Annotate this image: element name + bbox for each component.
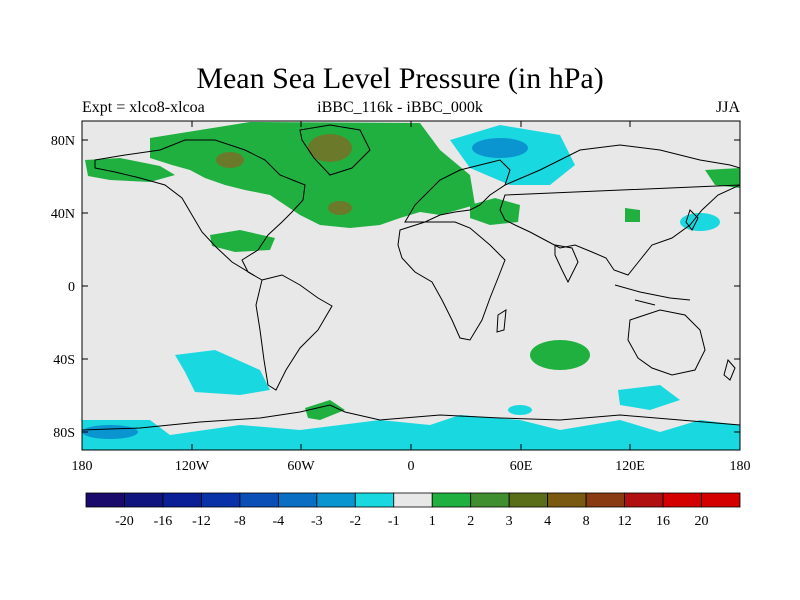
colorbar-label: 20 bbox=[695, 514, 709, 529]
colorbar-box bbox=[547, 492, 587, 508]
strong-positive-regions bbox=[216, 134, 352, 215]
south-america-coastline bbox=[255, 274, 333, 391]
colorbar-label: 1 bbox=[429, 514, 436, 529]
greenland-strong-positive bbox=[308, 134, 352, 162]
colorbar-box bbox=[393, 492, 433, 508]
europe-coastline bbox=[404, 159, 511, 223]
antarctica-negative-band bbox=[82, 415, 740, 450]
positive-anomaly-regions bbox=[85, 122, 740, 447]
colorbar-label: -2 bbox=[349, 514, 361, 529]
colorbar-boxes bbox=[85, 492, 741, 508]
north-pacific-positive-region bbox=[85, 158, 175, 182]
greenland-coastline bbox=[299, 124, 371, 176]
lon-label-120e: 120E bbox=[615, 459, 645, 474]
colorbar-label: -12 bbox=[192, 514, 211, 529]
indonesia-coastline bbox=[614, 284, 691, 306]
madagascar-coastline bbox=[496, 309, 507, 333]
colorbar-box bbox=[470, 492, 510, 508]
colorbar-label: -8 bbox=[234, 514, 246, 529]
colorbar-box bbox=[354, 492, 395, 508]
experiment-label: Expt = xlco8-xlcoa bbox=[82, 99, 205, 116]
colorbar-label: -4 bbox=[273, 514, 285, 529]
longitude-axis: 180 120W 60W 0 60E 120E 180 bbox=[72, 121, 751, 474]
colorbar-label: 2 bbox=[467, 514, 474, 529]
season-label: JJA bbox=[715, 99, 740, 116]
atlantic-strong-positive bbox=[328, 201, 352, 215]
lon-label-0: 0 bbox=[408, 459, 415, 474]
mediterranean-positive-region bbox=[470, 198, 520, 225]
colorbar-box bbox=[277, 492, 318, 508]
south-indian-ocean-positive-region bbox=[530, 340, 590, 370]
colorbar-label: 8 bbox=[583, 514, 590, 529]
north-america-coastline bbox=[94, 139, 306, 281]
lon-label-180e: 180 bbox=[730, 459, 751, 474]
arctic-strong-negative bbox=[472, 138, 528, 158]
colorbar-box bbox=[162, 492, 202, 508]
north-atlantic-positive-region bbox=[150, 122, 475, 228]
lat-label-40s: 40S bbox=[53, 353, 75, 368]
south-pacific-negative-region bbox=[175, 350, 270, 395]
colorbar-box bbox=[662, 492, 702, 508]
southern-ocean-negative-region bbox=[618, 385, 680, 410]
atlantic-tropical-positive-region bbox=[210, 230, 275, 252]
lon-label-60w: 60W bbox=[287, 459, 315, 474]
coastlines bbox=[82, 124, 740, 431]
lon-label-60e: 60E bbox=[510, 459, 533, 474]
ross-sea-strong-negative bbox=[82, 425, 138, 439]
colorbar-box bbox=[508, 492, 549, 508]
india-coastline bbox=[554, 244, 579, 284]
colorbar-box bbox=[624, 492, 664, 508]
colorbar-label: -20 bbox=[115, 514, 134, 529]
colorbar-label: -1 bbox=[388, 514, 400, 529]
colorbar-box bbox=[201, 492, 241, 508]
japan-coastline bbox=[685, 209, 699, 231]
colorbar-label: 3 bbox=[506, 514, 513, 529]
asia-coastline bbox=[499, 144, 740, 276]
colorbar-labels: -20 -16 -12 -8 -4 -3 -2 -1 1 2 3 4 8 12 16 20 bbox=[115, 514, 708, 529]
canada-strong-positive bbox=[216, 152, 244, 168]
lat-label-80n: 80N bbox=[51, 134, 75, 149]
colorbar-label: 4 bbox=[544, 514, 551, 529]
colorbar-box bbox=[701, 492, 741, 508]
antarctica-coastline bbox=[82, 404, 740, 431]
map-title: Mean Sea Level Pressure (in hPa) bbox=[196, 62, 604, 95]
colorbar-box bbox=[239, 492, 279, 508]
new-zealand-coastline bbox=[723, 358, 736, 381]
china-positive-region bbox=[625, 208, 640, 222]
map-panel bbox=[81, 120, 741, 451]
antarctic-peninsula-positive-region bbox=[305, 400, 345, 420]
africa-coastline bbox=[397, 221, 506, 341]
colorbar-label: 12 bbox=[618, 514, 632, 529]
colorbar-label: 16 bbox=[656, 514, 670, 529]
lon-label-180w: 180 bbox=[72, 459, 93, 474]
difference-label: iBBC_116k - iBBC_000k bbox=[317, 99, 483, 116]
lon-label-120w: 120W bbox=[175, 459, 210, 474]
colorbar-box bbox=[585, 492, 625, 508]
colorbar-label: -16 bbox=[154, 514, 173, 529]
siberia-positive-region bbox=[705, 168, 740, 188]
lat-label-40n: 40N bbox=[51, 207, 75, 222]
australia-coastline bbox=[627, 309, 706, 376]
latitude-axis: 80N 40N 0 40S 80S bbox=[51, 134, 740, 441]
colorbar-box bbox=[85, 492, 125, 508]
colorbar-label: -3 bbox=[311, 514, 323, 529]
colorbar-box bbox=[316, 492, 356, 508]
lat-label-80s: 80S bbox=[53, 426, 75, 441]
colorbar-box bbox=[431, 492, 472, 508]
colorbar-box bbox=[124, 492, 164, 508]
lat-label-0: 0 bbox=[68, 280, 75, 295]
southern-indian-negative-patch bbox=[508, 405, 532, 415]
colorbar: -20 -16 -12 -8 -4 -3 -2 -1 1 2 3 4 8 12 16 20 bbox=[85, 492, 741, 529]
